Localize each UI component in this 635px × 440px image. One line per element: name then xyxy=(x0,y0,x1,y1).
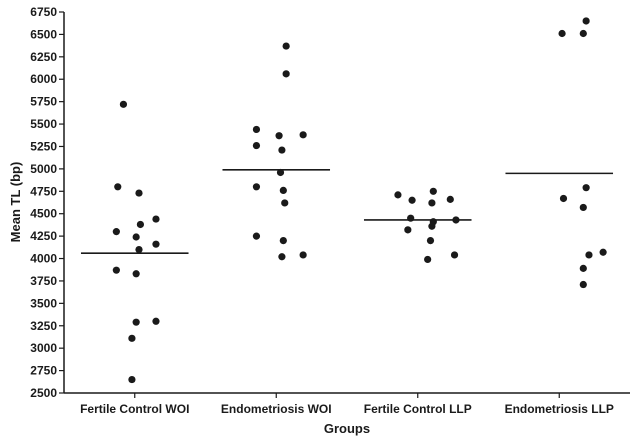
y-tick-label: 6250 xyxy=(30,50,57,64)
data-point xyxy=(281,199,289,207)
data-point xyxy=(558,29,566,38)
data-point xyxy=(112,266,120,274)
data-point xyxy=(152,317,160,325)
data-point xyxy=(119,100,128,108)
y-tick-label: 4250 xyxy=(30,229,57,243)
data-point xyxy=(252,125,261,134)
data-point xyxy=(579,29,587,38)
data-point xyxy=(582,184,590,192)
x-tick-label: Endometriosis WOI xyxy=(221,402,332,416)
y-tick-label: 2750 xyxy=(30,364,57,378)
x-tick-label: Fertile Control LLP xyxy=(364,402,472,416)
data-point xyxy=(429,187,437,195)
data-point xyxy=(426,237,435,245)
data-point xyxy=(585,251,593,259)
data-points xyxy=(112,17,607,384)
data-point xyxy=(114,183,122,191)
data-point xyxy=(152,240,160,248)
data-point xyxy=(424,255,432,264)
data-point xyxy=(394,191,402,199)
data-point xyxy=(135,245,143,254)
y-tick-label: 5250 xyxy=(30,139,57,153)
y-tick-label: 5750 xyxy=(30,95,57,109)
y-tick-label: 6750 xyxy=(30,5,57,19)
data-point xyxy=(136,220,145,229)
data-point xyxy=(128,334,136,342)
y-axis-label: Mean TL (bp) xyxy=(8,162,23,243)
data-point xyxy=(282,42,290,50)
data-point xyxy=(428,199,436,207)
data-point xyxy=(252,183,261,191)
mean-lines xyxy=(80,168,614,254)
x-tick-label: Fertile Control WOI xyxy=(80,402,189,416)
y-tick-label: 3000 xyxy=(30,341,57,355)
y-tick-label: 5000 xyxy=(30,162,57,176)
y-tick-label: 3750 xyxy=(30,274,57,288)
data-point xyxy=(252,232,261,240)
data-point xyxy=(132,318,140,326)
data-point xyxy=(599,248,607,256)
data-point xyxy=(450,251,459,259)
y-tick-label: 5500 xyxy=(30,117,57,131)
y-tick-label: 2500 xyxy=(30,386,57,400)
data-point xyxy=(299,131,307,139)
data-point xyxy=(132,233,140,241)
plot-frame xyxy=(63,12,630,394)
data-point xyxy=(559,194,568,203)
y-tick-label: 4750 xyxy=(30,184,57,198)
data-point xyxy=(152,215,160,223)
data-point xyxy=(279,237,287,245)
data-point xyxy=(582,17,590,25)
data-point xyxy=(128,375,136,384)
y-tick-label: 6000 xyxy=(30,72,57,86)
data-point xyxy=(278,146,286,154)
data-point xyxy=(446,195,454,203)
y-tick-label: 3500 xyxy=(30,296,57,310)
x-axis-label: Groups xyxy=(324,421,370,436)
data-point xyxy=(579,280,587,289)
data-point xyxy=(282,70,290,78)
data-point xyxy=(407,214,415,222)
y-tick-label: 4000 xyxy=(30,252,57,266)
data-point xyxy=(404,226,412,234)
data-point xyxy=(275,132,283,140)
y-tick-label: 3250 xyxy=(30,319,57,333)
data-point xyxy=(579,264,587,272)
data-point xyxy=(132,270,140,278)
data-point xyxy=(452,216,460,224)
x-axis-ticks: Fertile Control WOI Endometriosis WOI Fert… xyxy=(80,393,614,416)
data-point xyxy=(408,196,416,204)
y-axis-ticks: 2500 2750 3000 3250 3500 3750 4000 4250 4500 4750… xyxy=(30,5,64,400)
data-point xyxy=(135,189,143,197)
data-point xyxy=(112,228,120,236)
y-tick-label: 4500 xyxy=(30,207,57,221)
data-point xyxy=(278,253,286,261)
x-tick-label: Endometriosis LLP xyxy=(505,402,614,416)
data-point xyxy=(252,141,261,150)
y-tick-label: 6500 xyxy=(30,27,57,41)
data-point xyxy=(276,168,285,177)
data-point xyxy=(428,222,436,230)
data-point xyxy=(299,251,307,259)
data-point xyxy=(579,203,587,212)
data-point xyxy=(279,186,287,194)
